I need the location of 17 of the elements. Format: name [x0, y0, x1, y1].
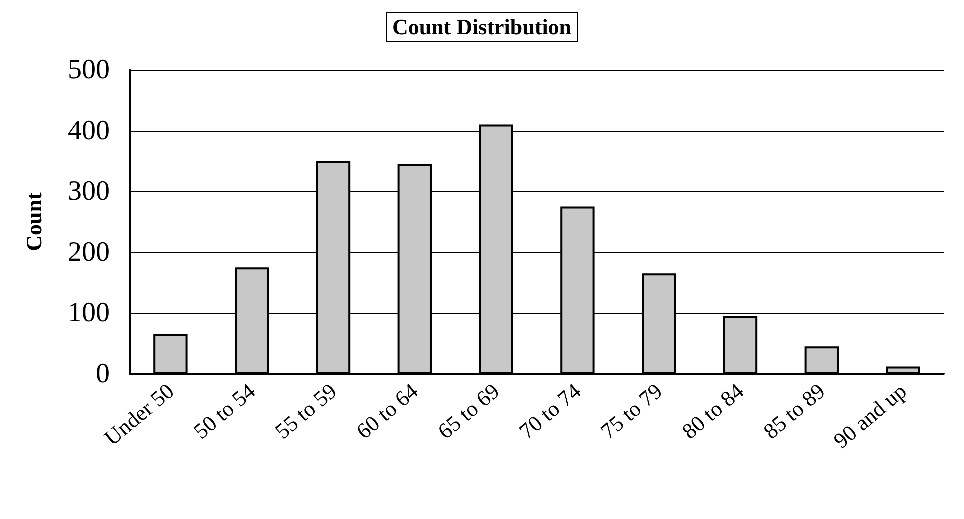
x-tick-label: 70 to 74	[514, 378, 586, 444]
y-tick-label: 400	[68, 115, 110, 146]
x-tick-label: 75 to 79	[596, 378, 668, 444]
x-tick-label: 60 to 64	[352, 378, 423, 444]
y-tick-label: 100	[68, 298, 110, 329]
chart-title: Count Distribution	[392, 14, 572, 40]
x-tick-label: 80 to 84	[677, 378, 749, 444]
x-tick-label: 85 to 89	[758, 378, 830, 444]
y-axis-title: Count	[22, 192, 46, 252]
x-tick-label: 55 to 59	[270, 378, 342, 444]
y-tick-label: 300	[68, 176, 110, 208]
y-tick-label: 0	[96, 358, 110, 390]
x-tick-label: 90 and up	[828, 378, 912, 454]
x-tick-label: 65 to 69	[433, 378, 504, 444]
y-tick-label: 200	[68, 236, 110, 268]
x-tick-label: 50 to 54	[188, 378, 260, 444]
y-tick-label: 500	[68, 54, 110, 86]
